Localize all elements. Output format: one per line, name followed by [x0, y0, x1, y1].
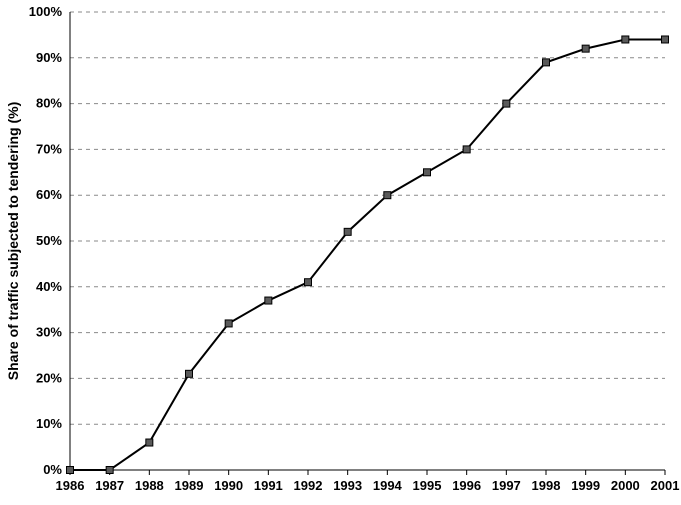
data-point — [225, 320, 232, 327]
x-tick-label: 1986 — [56, 478, 85, 493]
y-tick-label: 60% — [36, 187, 62, 202]
data-point — [503, 100, 510, 107]
data-point — [186, 370, 193, 377]
tendering-share-chart: 0% 10% 20% 30% 40% 50% 60% 70% 80% 90% 100% 1986 198… — [0, 0, 681, 505]
x-tick-label: 1998 — [532, 478, 561, 493]
data-point — [265, 297, 272, 304]
x-tick-label: 1990 — [214, 478, 243, 493]
x-tick-label: 1988 — [135, 478, 164, 493]
y-tick-label: 80% — [36, 96, 62, 111]
data-point — [543, 59, 550, 66]
x-tick-label: 1987 — [95, 478, 124, 493]
y-tick-label: 50% — [36, 233, 62, 248]
y-tick-label: 40% — [36, 279, 62, 294]
x-tick-label: 1993 — [333, 478, 362, 493]
x-tick-label: 1991 — [254, 478, 283, 493]
x-tick-label: 1994 — [373, 478, 403, 493]
data-point — [662, 36, 669, 43]
y-tick-label: 30% — [36, 325, 62, 340]
data-point — [344, 228, 351, 235]
data-point — [146, 439, 153, 446]
y-tick-label: 0% — [43, 462, 62, 477]
data-point — [67, 467, 74, 474]
data-point — [305, 279, 312, 286]
data-point — [106, 467, 113, 474]
x-tick-label: 2000 — [611, 478, 640, 493]
y-axis-title: Share of traffic subjected to tendering … — [5, 102, 21, 380]
x-tick-label: 1992 — [294, 478, 323, 493]
x-tick-label: 1999 — [571, 478, 600, 493]
y-tick-label: 10% — [36, 416, 62, 431]
chart-canvas: 0% 10% 20% 30% 40% 50% 60% 70% 80% 90% 100% 1986 198… — [0, 0, 681, 505]
data-point — [582, 45, 589, 52]
chart-background — [0, 0, 681, 505]
x-tick-label: 1997 — [492, 478, 521, 493]
data-point — [463, 146, 470, 153]
data-point — [384, 192, 391, 199]
x-tick-label: 2001 — [651, 478, 680, 493]
y-tick-label: 100% — [29, 4, 63, 19]
y-tick-label: 20% — [36, 370, 62, 385]
x-tick-label: 1995 — [413, 478, 442, 493]
x-tick-label: 1989 — [175, 478, 204, 493]
y-tick-label: 90% — [36, 50, 62, 65]
data-point — [622, 36, 629, 43]
x-tick-label: 1996 — [452, 478, 481, 493]
y-tick-label: 70% — [36, 141, 62, 156]
data-point — [424, 169, 431, 176]
